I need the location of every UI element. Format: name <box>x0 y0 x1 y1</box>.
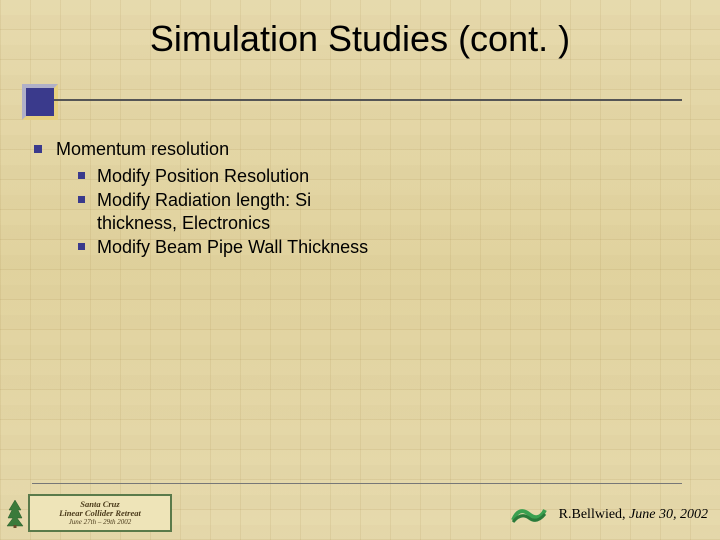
title-accent-square <box>22 84 58 120</box>
banner-line3: June 27th – 29th 2002 <box>69 519 132 527</box>
conference-banner: Santa Cruz Linear Collider Retreat June … <box>28 494 172 532</box>
content-area: Momentum resolution Modify Position Reso… <box>34 138 374 261</box>
bullet-icon <box>78 243 85 250</box>
institution-logo-icon <box>509 504 549 526</box>
bullet-main: Momentum resolution <box>34 138 374 161</box>
sub-bullet-3: Modify Beam Pipe Wall Thickness <box>78 236 374 259</box>
sub-bullet-2-text: Modify Radiation length: Si thickness, E… <box>97 189 374 234</box>
bullet-icon <box>34 145 42 153</box>
footer-date: June 30, 2002 <box>629 507 708 522</box>
tree-icon <box>6 498 24 528</box>
footer-divider <box>32 483 682 484</box>
title-underline <box>54 99 682 101</box>
bullet-main-text: Momentum resolution <box>56 138 229 161</box>
sub-bullet-1: Modify Position Resolution <box>78 165 374 188</box>
footer-right-group: R.Bellwied, June 30, 2002 <box>509 504 708 526</box>
sub-bullet-3-text: Modify Beam Pipe Wall Thickness <box>97 236 374 259</box>
bullet-icon <box>78 196 85 203</box>
sub-bullet-2: Modify Radiation length: Si thickness, E… <box>78 189 374 234</box>
footer-left-group: Santa Cruz Linear Collider Retreat June … <box>6 494 172 532</box>
sub-bullet-list: Modify Position Resolution Modify Radiat… <box>78 165 374 259</box>
bullet-icon <box>78 172 85 179</box>
footer-author: R.Bellwied, <box>559 507 629 522</box>
sub-bullet-1-text: Modify Position Resolution <box>97 165 374 188</box>
slide-root: Simulation Studies (cont. ) Momentum res… <box>0 0 720 540</box>
slide-title: Simulation Studies (cont. ) <box>0 18 720 60</box>
footer-attribution: R.Bellwied, June 30, 2002 <box>559 507 708 523</box>
